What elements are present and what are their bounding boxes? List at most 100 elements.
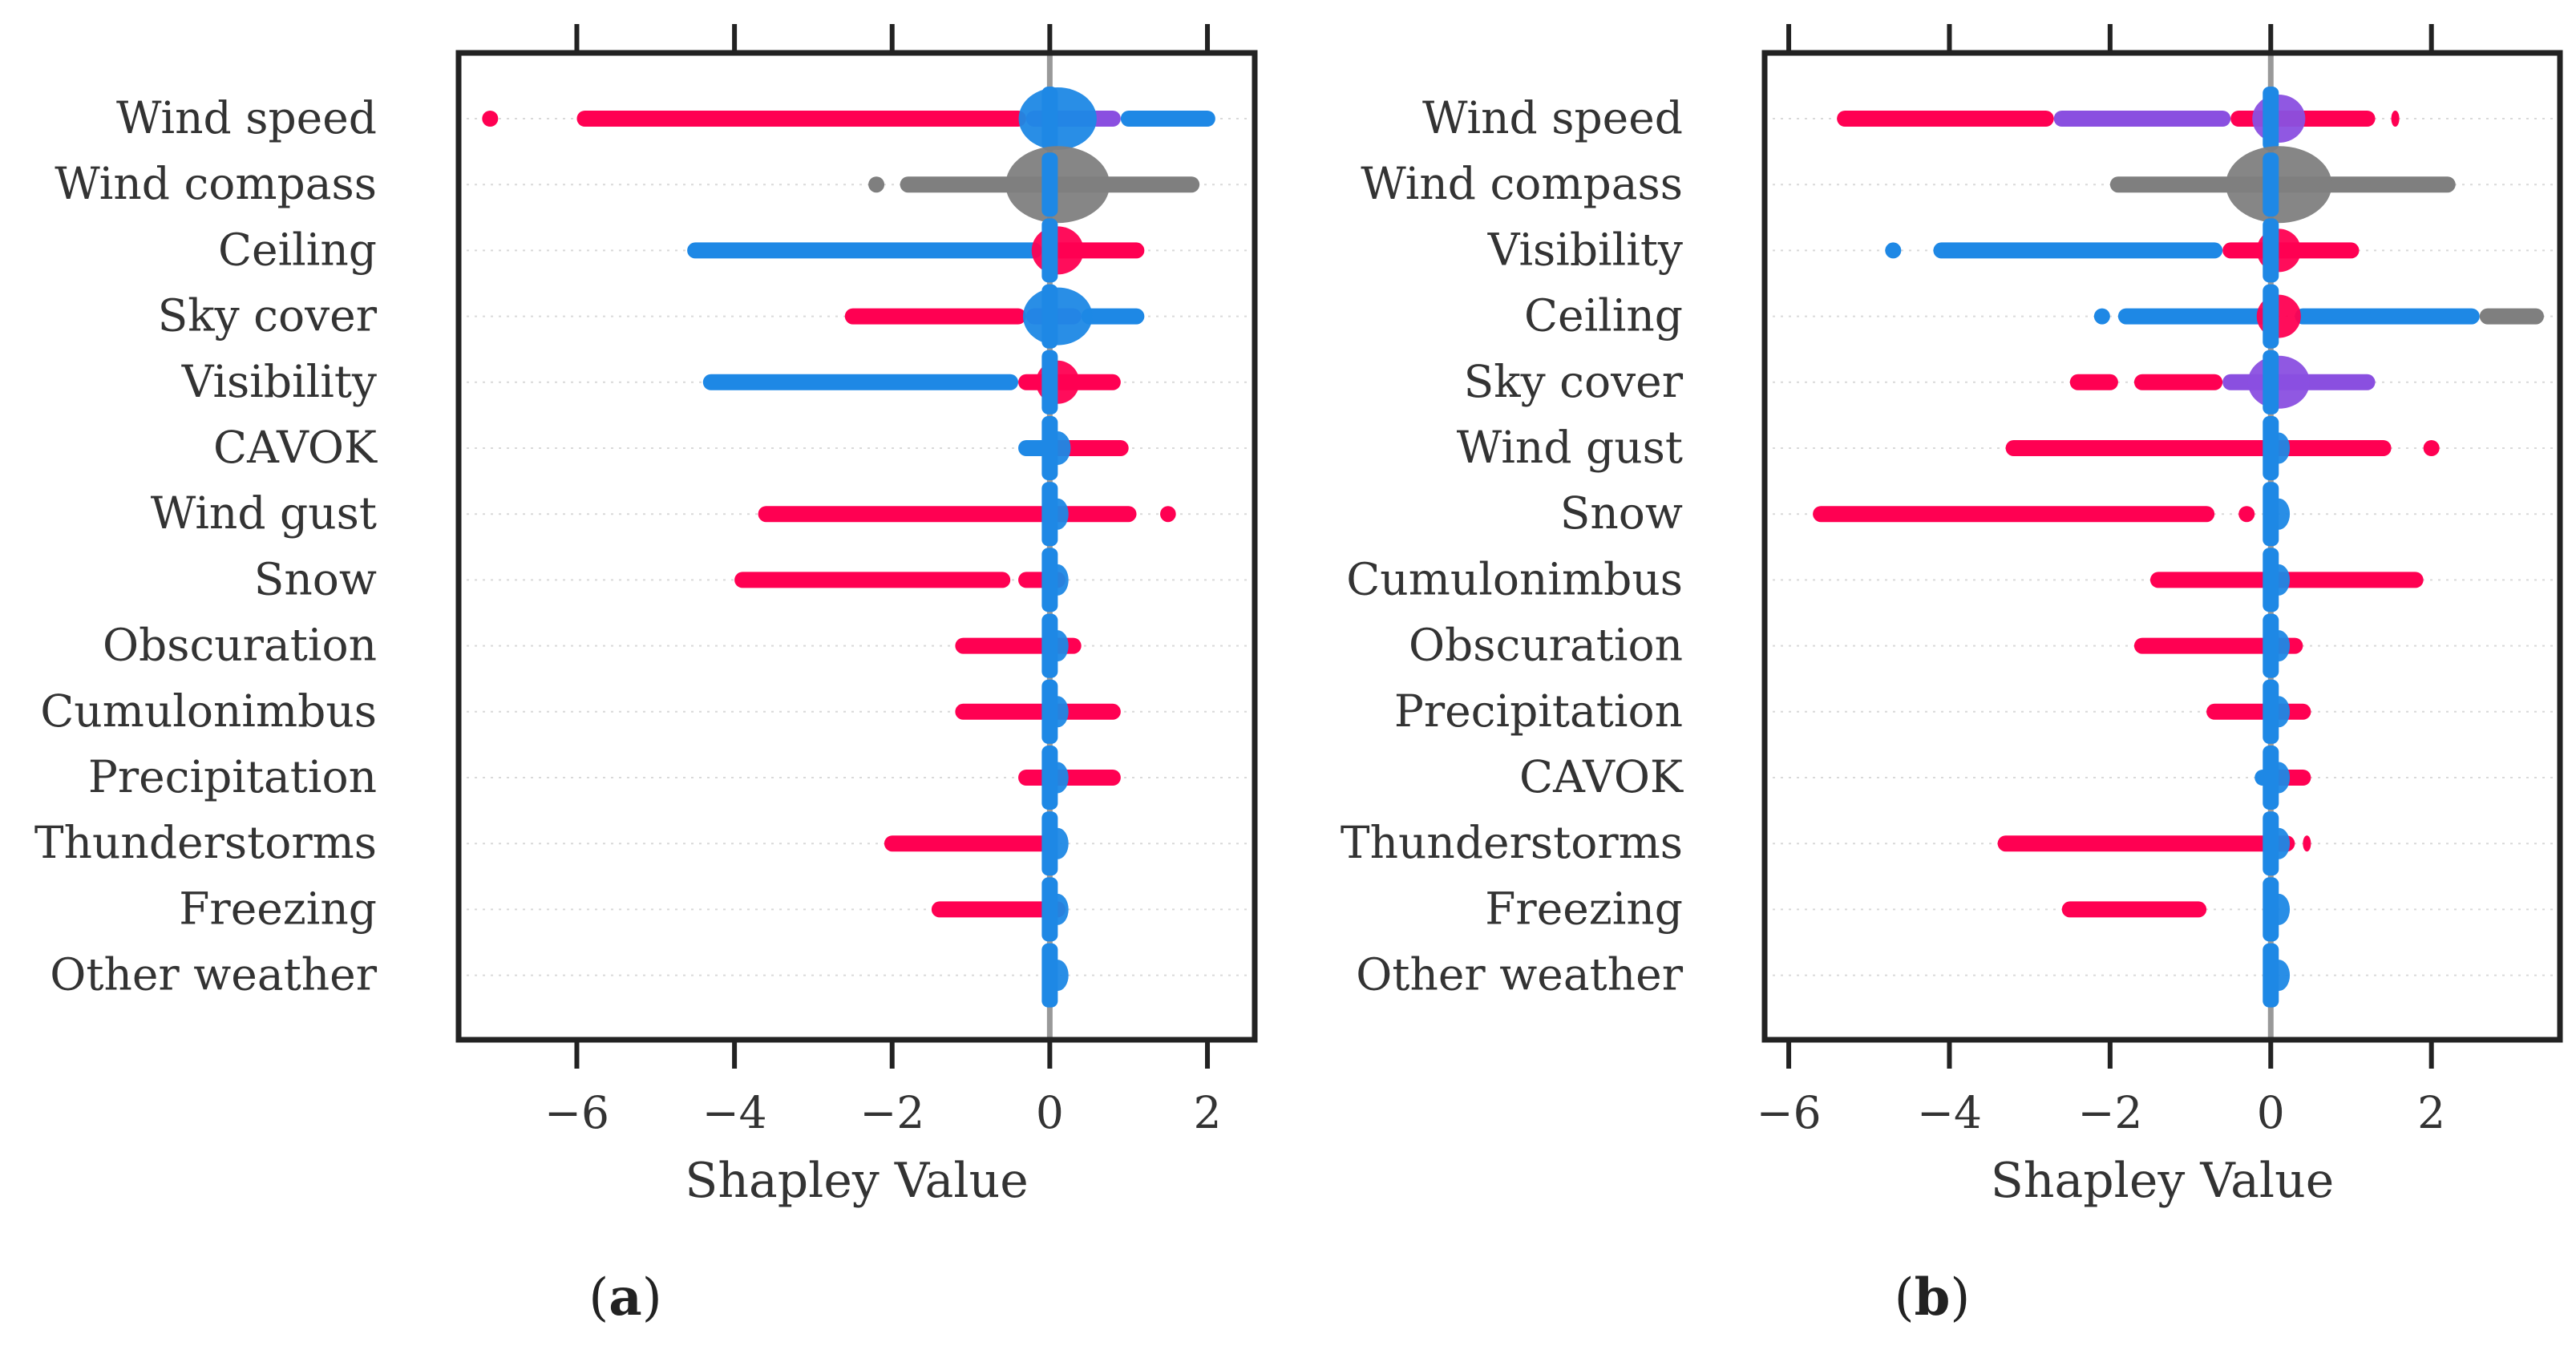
zero-stack <box>1041 613 1058 678</box>
feature-label: Ceiling <box>1524 290 1683 342</box>
feature-label: Wind speed <box>1422 92 1683 143</box>
caption-b: (b) <box>1895 1267 1971 1328</box>
point-strip <box>687 242 1042 259</box>
feature-label: Other weather <box>1356 949 1683 1000</box>
point-strip <box>734 572 1011 588</box>
feature-label: CAVOK <box>1519 751 1684 802</box>
feature-label: Thunderstorms <box>34 817 377 868</box>
point-strip <box>2117 308 2271 325</box>
feature-label: Cumulonimbus <box>1346 553 1683 604</box>
point-strip <box>2479 308 2544 325</box>
zero-stack <box>1041 87 1058 151</box>
point-strip <box>2206 703 2311 720</box>
feature-row <box>931 877 1069 942</box>
x-tick-label: 0 <box>1036 1087 1064 1138</box>
point-strip <box>2423 440 2440 456</box>
feature-row <box>1837 87 2400 151</box>
feature-row <box>2061 877 2291 942</box>
point-strip <box>2271 440 2392 456</box>
zero-stack <box>1041 877 1058 942</box>
point-strip <box>931 901 1066 918</box>
x-tick-label: −6 <box>544 1087 609 1138</box>
zero-stack <box>2263 679 2279 744</box>
point-strip <box>1018 770 1121 786</box>
outlier-point <box>2093 308 2110 325</box>
feature-row <box>1885 218 2360 283</box>
outlier-point <box>868 176 885 193</box>
point-strip <box>2061 901 2207 918</box>
point-strip <box>955 703 1121 720</box>
point-strip <box>1813 506 2215 523</box>
feature-row <box>1018 416 1129 480</box>
zero-stack <box>1041 811 1058 876</box>
feature-label: Wind compass <box>55 158 377 209</box>
feature-row <box>1041 943 1069 1008</box>
zero-stack <box>1041 482 1058 547</box>
feature-label: Sky cover <box>1464 356 1684 407</box>
feature-label: CAVOK <box>213 422 378 473</box>
zero-stack <box>2263 548 2279 612</box>
zero-stack <box>2263 811 2279 876</box>
zero-stack <box>1041 943 1058 1008</box>
point-strip <box>2069 374 2118 390</box>
panel-a: Wind speed Wind compass Ceiling Sky cover Vi… <box>34 24 1258 1209</box>
feature-row <box>1813 482 2291 547</box>
zero-stack <box>2263 350 2279 414</box>
feature-row <box>884 811 1069 876</box>
feature-label: Visibility <box>1487 224 1683 275</box>
feature-row <box>2093 284 2544 349</box>
zero-stack <box>2263 87 2279 151</box>
point-strip <box>758 506 1050 523</box>
feature-label: Precipitation <box>88 751 377 802</box>
feature-label: Snow <box>254 553 377 604</box>
point-strip <box>2005 440 2271 456</box>
feature-row <box>1018 746 1121 810</box>
zero-stack <box>1041 746 1058 810</box>
x-axis-label: Shapley Value <box>685 1153 1029 1209</box>
feature-row <box>844 284 1145 349</box>
zero-stack <box>1041 350 1058 414</box>
feature-label: Freezing <box>1485 883 1683 934</box>
point-strip <box>884 835 1050 852</box>
point-strip <box>2133 637 2303 654</box>
zero-stack <box>2263 877 2279 942</box>
feature-label: Snow <box>1560 487 1683 539</box>
feature-row <box>2133 613 2303 678</box>
x-tick-label: 2 <box>1194 1087 1222 1138</box>
density-swarm <box>2247 355 2310 409</box>
feature-row <box>734 548 1069 612</box>
feature-label: Ceiling <box>218 224 377 275</box>
outlier-point <box>482 111 499 127</box>
point-strip <box>2391 111 2400 127</box>
feature-label: Thunderstorms <box>1341 817 1683 868</box>
feature-row <box>758 482 1176 547</box>
feature-row <box>687 218 1145 283</box>
feature-label: Visibility <box>181 356 377 407</box>
point-strip <box>2238 506 2255 523</box>
x-tick-label: −4 <box>702 1087 767 1138</box>
zero-stack <box>1041 152 1058 217</box>
feature-label: Cumulonimbus <box>40 685 377 737</box>
x-tick-label: −6 <box>1757 1087 1822 1138</box>
zero-stack <box>2263 152 2279 217</box>
zero-stack <box>2263 746 2279 810</box>
zero-stack <box>1041 679 1058 744</box>
feature-label: Freezing <box>179 883 377 934</box>
point-strip <box>1160 506 1176 523</box>
feature-label: Wind gust <box>1457 422 1683 473</box>
axes-frame <box>1761 50 2563 1043</box>
x-axis-label: Shapley Value <box>1991 1153 2335 1209</box>
zero-stack <box>2263 943 2279 1008</box>
feature-label: Wind compass <box>1361 158 1683 209</box>
density-swarm <box>2226 146 2332 224</box>
feature-label: Wind gust <box>151 487 377 539</box>
zero-stack <box>2263 416 2279 480</box>
point-strip <box>1933 242 2223 259</box>
feature-row <box>2263 943 2291 1008</box>
zero-stack <box>1041 416 1058 480</box>
feature-label: Obscuration <box>1409 620 1683 671</box>
feature-row <box>2109 146 2456 224</box>
point-strip <box>702 374 1019 390</box>
feature-label: Sky cover <box>158 290 378 342</box>
